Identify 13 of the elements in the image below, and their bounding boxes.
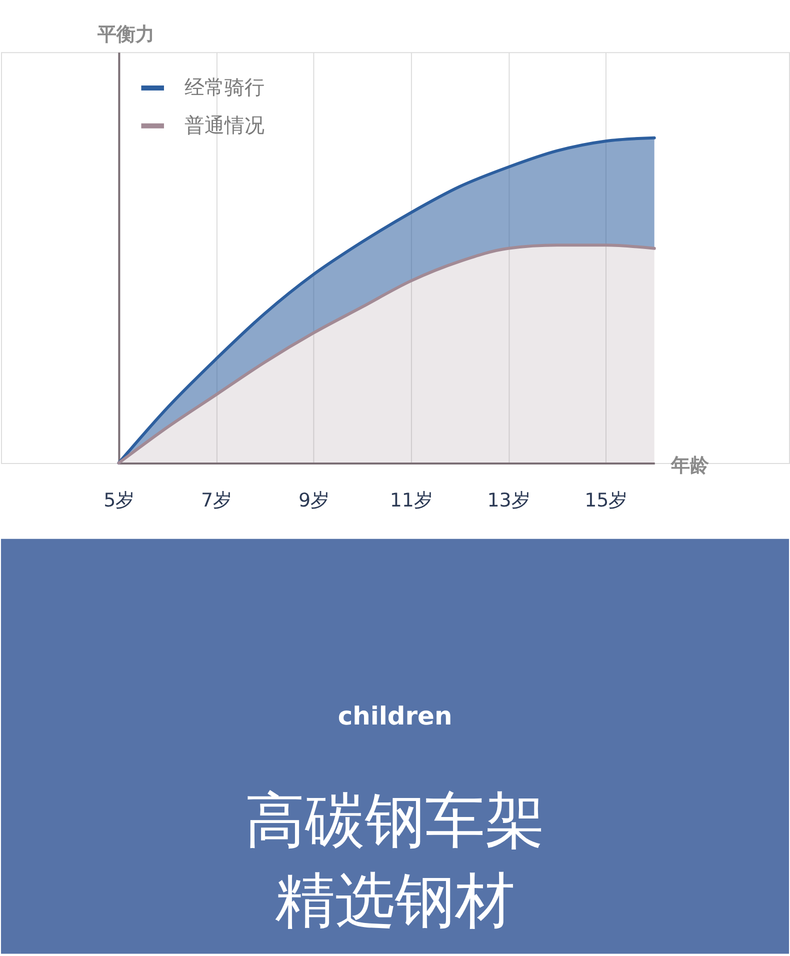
x-tick-label: 5岁: [104, 489, 135, 512]
x-tick-label: 15岁: [584, 489, 628, 512]
legend-label: 普通情况: [184, 112, 265, 137]
x-tick-label: 11岁: [390, 489, 433, 512]
legend-label: 经常骑行: [184, 74, 265, 99]
x-axis-title: 年龄: [670, 454, 710, 477]
y-axis-title: 平衡力: [96, 24, 154, 46]
x-tick-label: 13岁: [487, 489, 530, 512]
text: children: [338, 701, 452, 730]
x-tick-label: 9岁: [298, 489, 330, 512]
text: 高碳钢车架: [245, 786, 545, 856]
text: 精选钢材: [275, 866, 515, 936]
x-tick-label: 7岁: [201, 489, 232, 512]
